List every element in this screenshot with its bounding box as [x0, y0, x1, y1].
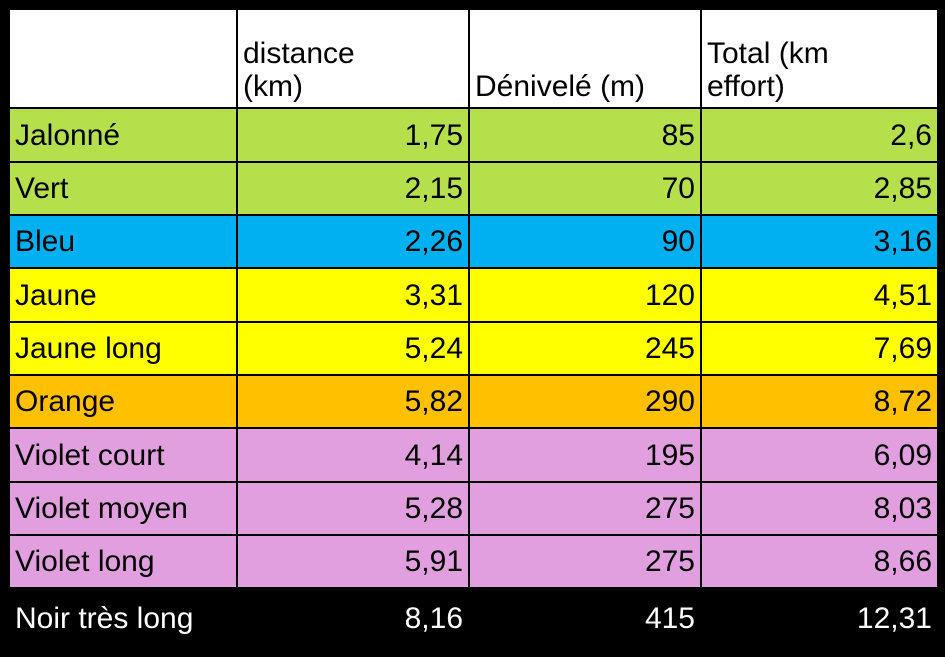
value-cell: 85 — [468, 107, 702, 163]
table-row: Bleu 2,26 90 3,16 — [8, 214, 939, 270]
row-label: Vert — [8, 160, 238, 217]
row-label: Noir très long — [8, 587, 238, 649]
row-label: Jaune — [8, 267, 238, 323]
header-cell: distance (km) — [236, 7, 470, 110]
value-cell: 275 — [468, 480, 702, 537]
value-cell: 7,69 — [700, 320, 939, 377]
header-cell: Total (km effort) — [700, 7, 939, 110]
table-row: Orange 5,82 290 8,72 — [8, 374, 939, 430]
header-cell — [8, 7, 238, 110]
header-row: distance (km) Dénivelé (m) Total (km eff… — [8, 7, 939, 110]
table-row: Violet long 5,91 275 8,66 — [8, 534, 939, 590]
row-label: Violet moyen — [8, 480, 238, 537]
value-cell: 5,28 — [236, 480, 470, 537]
value-cell: 2,15 — [236, 160, 470, 217]
value-cell: 5,91 — [236, 534, 470, 590]
row-label: Orange — [8, 374, 238, 430]
value-cell: 12,31 — [700, 587, 939, 649]
value-cell: 8,66 — [700, 534, 939, 590]
value-cell: 8,16 — [236, 587, 470, 649]
value-cell: 90 — [468, 214, 702, 270]
value-cell: 2,6 — [700, 107, 939, 163]
table-row: Vert 2,15 70 2,85 — [8, 160, 939, 217]
row-label: Jaune long — [8, 320, 238, 377]
table-row: Violet court 4,14 195 6,09 — [8, 427, 939, 483]
header-text: Total (km effort) — [707, 37, 829, 104]
value-cell: 70 — [468, 160, 702, 217]
value-cell: 5,82 — [236, 374, 470, 430]
value-cell: 8,72 — [700, 374, 939, 430]
data-table: distance (km) Dénivelé (m) Total (km eff… — [8, 7, 939, 649]
table-row: Jaune 3,31 120 4,51 — [8, 267, 939, 323]
value-cell: 2,85 — [700, 160, 939, 217]
table-row: Jalonné 1,75 85 2,6 — [8, 107, 939, 163]
header-text: Dénivelé (m) — [475, 70, 646, 104]
value-cell: 415 — [468, 587, 702, 649]
value-cell: 245 — [468, 320, 702, 377]
row-label: Jalonné — [8, 107, 238, 163]
value-cell: 2,26 — [236, 214, 470, 270]
value-cell: 3,31 — [236, 267, 470, 323]
row-label: Violet long — [8, 534, 238, 590]
row-label: Bleu — [8, 214, 238, 270]
row-label: Violet court — [8, 427, 238, 483]
value-cell: 3,16 — [700, 214, 939, 270]
value-cell: 275 — [468, 534, 702, 590]
table-row: Jaune long 5,24 245 7,69 — [8, 320, 939, 377]
value-cell: 290 — [468, 374, 702, 430]
value-cell: 5,24 — [236, 320, 470, 377]
table-row: Noir très long 8,16 415 12,31 — [8, 587, 939, 649]
value-cell: 1,75 — [236, 107, 470, 163]
header-text: distance (km) — [243, 37, 355, 104]
value-cell: 8,03 — [700, 480, 939, 537]
header-cell: Dénivelé (m) — [468, 7, 702, 110]
value-cell: 120 — [468, 267, 702, 323]
value-cell: 4,14 — [236, 427, 470, 483]
value-cell: 195 — [468, 427, 702, 483]
value-cell: 4,51 — [700, 267, 939, 323]
table-row: Violet moyen 5,28 275 8,03 — [8, 480, 939, 537]
value-cell: 6,09 — [700, 427, 939, 483]
